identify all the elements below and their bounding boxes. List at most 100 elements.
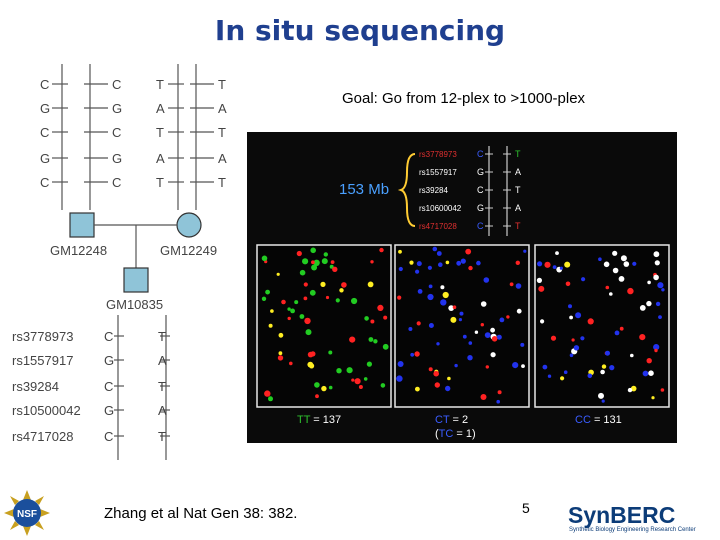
spot (552, 265, 557, 269)
spot (289, 361, 293, 366)
spot (309, 289, 316, 296)
spot (483, 277, 490, 283)
spot (564, 261, 571, 268)
spot (268, 396, 273, 402)
child-snp-label: rs39284 (12, 379, 59, 394)
child-allele-a: G (104, 403, 114, 418)
spot (290, 308, 295, 314)
parent2-allele-a: T (156, 77, 164, 92)
child-snp-label: rs4717028 (12, 429, 73, 444)
spot (462, 334, 467, 339)
spot (654, 348, 658, 353)
spot (294, 300, 299, 305)
spot (605, 285, 610, 290)
figure-allele-right: A (515, 167, 521, 177)
child-allele-b: A (158, 403, 167, 418)
spot (287, 307, 291, 311)
spot (358, 385, 363, 389)
spot (609, 365, 615, 371)
parent2-label: GM12249 (160, 243, 217, 258)
spot (646, 358, 652, 364)
spot (520, 342, 525, 347)
parent2-allele-a: T (156, 125, 164, 140)
spot (515, 260, 520, 265)
child-allele-a: G (104, 353, 114, 368)
child-allele-b: T (158, 329, 166, 344)
spot (465, 248, 472, 255)
spot (310, 247, 316, 254)
spot (305, 329, 312, 336)
spot (313, 259, 320, 266)
figure-allele-right: T (515, 149, 521, 159)
spot (603, 261, 610, 268)
spot (264, 390, 271, 397)
figure-allele-left: G (477, 203, 484, 213)
spot (341, 282, 347, 288)
spot-panel (394, 244, 530, 408)
figure-allele-right: A (515, 203, 521, 213)
spot (490, 352, 496, 358)
parent2-allele-b: T (218, 77, 226, 92)
spot (315, 394, 319, 399)
child-label: GM10835 (106, 297, 163, 312)
spot (620, 255, 627, 262)
parent1-label: GM12248 (50, 243, 107, 258)
parent1-allele-b: C (112, 125, 121, 140)
spot (427, 293, 434, 301)
spot (335, 298, 340, 303)
parent2-allele-b: A (218, 151, 227, 166)
spot (485, 365, 489, 369)
spot (581, 277, 586, 282)
spot (296, 250, 302, 257)
spot (468, 341, 473, 345)
spot (299, 314, 305, 319)
figure-snp-label: rs10600042 (419, 204, 462, 213)
parent1-allele-b: G (112, 151, 122, 166)
region-label: 153 Mb (339, 181, 389, 198)
spot (499, 317, 505, 323)
spot (303, 296, 308, 301)
parent2-allele-a: T (156, 175, 164, 190)
goal-text: Goal: Go from 12-plex to >1000-plex (342, 90, 586, 107)
spot (515, 283, 522, 289)
child-allele-a: C (104, 329, 113, 344)
parent1-allele-a: G (40, 101, 50, 116)
spot (490, 327, 495, 333)
spot (332, 266, 338, 272)
spot (619, 326, 624, 331)
spot (428, 284, 433, 289)
spot (609, 292, 613, 296)
panel-caption: CT = 2 (435, 414, 468, 426)
spot (268, 323, 273, 328)
spot (314, 382, 320, 388)
spot (304, 317, 311, 325)
spot (364, 316, 369, 321)
spot (474, 330, 479, 334)
parent1-allele-a: C (40, 175, 49, 190)
spot (559, 266, 563, 270)
spot (509, 282, 514, 287)
svg-text:NSF: NSF (17, 509, 37, 520)
spot (428, 367, 433, 372)
spot (653, 344, 660, 351)
panel-note: (TC = 1) (435, 428, 476, 440)
spot (458, 318, 462, 322)
spot (346, 367, 353, 374)
spot (325, 295, 330, 300)
child-allele-b: T (158, 379, 166, 394)
spot (647, 280, 651, 285)
child-snp-label: rs1557917 (12, 353, 73, 368)
spot (459, 311, 464, 316)
spot (496, 399, 500, 404)
spot (496, 334, 502, 340)
spot (380, 383, 386, 388)
spot (414, 351, 420, 357)
child-allele-b: A (158, 353, 167, 368)
spot (521, 364, 525, 368)
spot (339, 288, 344, 293)
spot (587, 318, 594, 325)
spot (382, 343, 389, 350)
spot (540, 319, 545, 324)
spot (287, 316, 291, 321)
